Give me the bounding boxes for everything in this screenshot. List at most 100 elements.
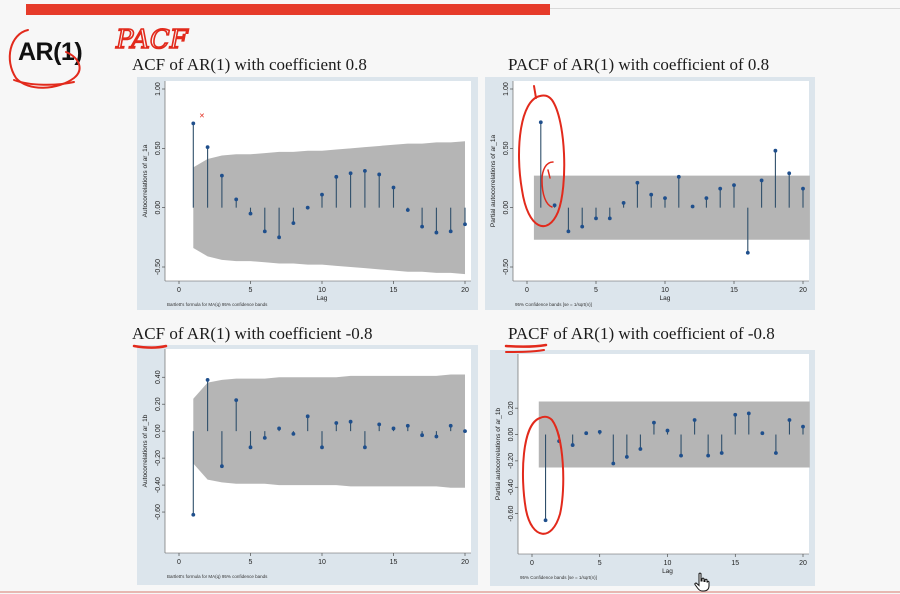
y-axis-label: Autocorrelations of ar_1a xyxy=(142,144,149,217)
y-axis-label: Partial autocorrelations of ar_1a xyxy=(490,135,497,228)
marker-lag-14 xyxy=(719,451,724,455)
marker-lag-2 xyxy=(205,145,210,150)
footer-rule xyxy=(0,591,900,593)
ellipse-pacf-neg-lag1 xyxy=(522,415,565,535)
marker-lag-12 xyxy=(348,171,353,176)
y-tick-label: 1.00 xyxy=(155,82,162,96)
x-axis-label: Lag xyxy=(317,295,328,302)
confidence-band-note: 95% Confidence bands [se = 1/sqrt(n)] xyxy=(515,302,592,307)
marker-lag-16 xyxy=(745,250,750,255)
marker-lag-8 xyxy=(638,447,643,451)
x-tick-label: 20 xyxy=(799,287,807,294)
chart-pacf-pos: 1.00 0.50 0.00 -0.50 0 5 10 15 20 Lag Partial auto… xyxy=(490,81,810,307)
circle-around-heading xyxy=(8,29,81,89)
marker-lag-4 xyxy=(234,398,239,403)
marker-lag-7 xyxy=(624,455,629,459)
x-tick-label: 0 xyxy=(530,560,534,567)
y-tick-label: -0.20 xyxy=(508,453,515,469)
y-tick-label: 0.50 xyxy=(503,141,510,155)
marker-lag-19 xyxy=(787,171,792,176)
marker-lag-1 xyxy=(191,121,196,126)
marker-lag-20 xyxy=(463,429,467,434)
marker-lag-3 xyxy=(566,229,571,234)
marker-lag-19 xyxy=(448,229,453,234)
marker-lag-5 xyxy=(597,429,602,434)
marker-lag-13 xyxy=(363,168,367,173)
marker-lag-9 xyxy=(305,414,310,419)
marker-lag-20 xyxy=(801,424,805,429)
x-tick-label: 5 xyxy=(249,559,253,566)
confidence-band-note: 95% Confidence bands [se = 1/sqrt(n)] xyxy=(520,575,597,580)
x-tick-label: 20 xyxy=(799,560,807,567)
marker-lag-5 xyxy=(248,211,253,216)
x-tick-label: 10 xyxy=(661,287,669,294)
marker-lag-5 xyxy=(594,216,598,221)
y-tick-label: -0.40 xyxy=(508,479,515,495)
marker-lag-15 xyxy=(391,185,396,190)
y-tick-label: 0.20 xyxy=(508,401,515,415)
x-tick-label: 0 xyxy=(177,287,181,294)
chart-panel-pacf-neg: -0.60 -0.40 -0.20 0.00 0.20 0 5 10 15 20 Lag Partia… xyxy=(490,350,815,586)
underline-acf-neg-title xyxy=(132,344,168,349)
confidence-band xyxy=(533,175,810,240)
chart-title-pacf-neg: PACF of AR(1) with coefficient of -0.8 xyxy=(508,324,775,343)
ellipse-pacf-pos-lag1 xyxy=(518,94,566,228)
marker-lag-20 xyxy=(463,222,467,227)
underline-pacf-neg-title xyxy=(504,343,548,348)
x-tick-label: 0 xyxy=(525,287,529,294)
marker-lag-4 xyxy=(234,197,239,202)
marker-lag-18 xyxy=(434,434,439,439)
marker-lag-7 xyxy=(621,201,626,205)
confidence-band-note: Bartlett's formula for MA(q) 95% confide… xyxy=(167,302,268,307)
y-tick-label: -0.40 xyxy=(155,477,162,493)
marker-lag-6 xyxy=(262,435,267,440)
y-tick-label: -0.60 xyxy=(508,506,515,522)
marker-lag-16 xyxy=(405,423,410,428)
marker-lag-4 xyxy=(584,431,589,436)
marker-lag-2 xyxy=(552,203,557,208)
y-axis-label: Partial autocorrelations of ar_1b xyxy=(495,408,502,501)
marker-lag-6 xyxy=(611,461,616,466)
marker-lag-15 xyxy=(733,412,738,417)
marker-lag-9 xyxy=(305,205,310,210)
y-tick-label: 0.20 xyxy=(155,397,162,411)
marker-lag-16 xyxy=(746,411,751,416)
marker-lag-14 xyxy=(377,422,382,427)
y-tick-label: 0.00 xyxy=(508,428,515,442)
confidence-band xyxy=(538,401,810,468)
marker-lag-5 xyxy=(248,445,253,450)
marker-lag-11 xyxy=(676,174,681,179)
chart-panel-pacf-pos: 1.00 0.50 0.00 -0.50 0 5 10 15 20 Lag Partial auto… xyxy=(485,77,815,310)
chart-panel-acf-pos: 1.00 0.50 0.00 -0.50 0 5 10 15 20 Lag Autocorrelat… xyxy=(137,77,478,310)
marker-lag-17 xyxy=(759,178,764,183)
marker-lag-6 xyxy=(607,216,612,221)
marker-lag-4 xyxy=(580,224,585,229)
y-tick-label: 0.00 xyxy=(155,201,162,215)
marker-lag-3 xyxy=(570,443,575,447)
accent-bar xyxy=(26,4,550,15)
chart-pacf-neg: -0.60 -0.40 -0.20 0.00 0.20 0 5 10 15 20 Lag Partia… xyxy=(495,354,810,580)
marker-lag-17 xyxy=(760,431,765,436)
handwritten-note: PACF xyxy=(115,25,189,55)
x-tick-label: 5 xyxy=(249,287,253,294)
marker-lag-1 xyxy=(538,120,543,125)
marker-lag-16 xyxy=(405,208,410,212)
y-tick-label: -0.20 xyxy=(155,450,162,466)
x-axis-label: Lag xyxy=(662,568,673,575)
marker-lag-3 xyxy=(220,173,224,178)
chart-title-pacf-pos: PACF of AR(1) with coefficient of 0.8 xyxy=(508,55,770,74)
chart-acf-pos: 1.00 0.50 0.00 -0.50 0 5 10 15 20 Lag Autocorrelat… xyxy=(142,81,471,307)
chart-title-acf-pos: ACF of AR(1) with coefficient 0.8 xyxy=(132,55,367,74)
marker-lag-15 xyxy=(732,183,736,188)
marker-lag-14 xyxy=(718,186,723,191)
marker-lag-17 xyxy=(420,433,424,438)
x-tick-label: 0 xyxy=(177,559,181,566)
x-tick-label: 5 xyxy=(594,287,598,294)
y-tick-label: -0.50 xyxy=(503,259,510,275)
x-tick-label: 10 xyxy=(664,560,672,567)
y-tick-label: 0.40 xyxy=(155,370,162,384)
marker-lag-14 xyxy=(377,172,382,177)
y-tick-label: 0.50 xyxy=(155,141,162,155)
